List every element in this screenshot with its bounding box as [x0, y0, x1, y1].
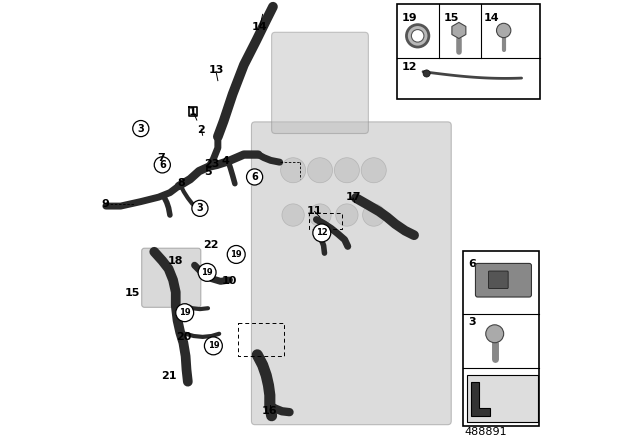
Text: 21: 21: [161, 371, 177, 381]
FancyBboxPatch shape: [467, 375, 538, 422]
Text: 17: 17: [346, 192, 361, 202]
Text: 488891: 488891: [465, 427, 507, 437]
Text: 13: 13: [209, 65, 224, 75]
Text: 11: 11: [307, 206, 323, 215]
Circle shape: [361, 158, 387, 183]
Text: 23: 23: [204, 159, 220, 169]
Circle shape: [192, 200, 208, 216]
Text: 3: 3: [138, 124, 144, 134]
Circle shape: [246, 169, 262, 185]
FancyBboxPatch shape: [271, 32, 369, 134]
Circle shape: [412, 30, 424, 42]
Circle shape: [132, 121, 149, 137]
Circle shape: [204, 337, 222, 355]
Text: 22: 22: [204, 240, 219, 250]
Text: 12: 12: [316, 228, 328, 237]
Text: 3: 3: [468, 317, 476, 327]
Text: 14: 14: [252, 22, 268, 32]
Text: 10: 10: [221, 276, 237, 286]
Text: 7: 7: [157, 153, 165, 163]
Polygon shape: [472, 382, 490, 416]
FancyBboxPatch shape: [141, 248, 201, 307]
Circle shape: [307, 158, 333, 183]
Text: 20: 20: [175, 332, 191, 342]
Circle shape: [486, 325, 504, 343]
Circle shape: [336, 204, 358, 226]
Text: 15: 15: [125, 289, 140, 298]
Text: 6: 6: [468, 259, 477, 269]
Circle shape: [309, 204, 332, 226]
Text: 5: 5: [204, 168, 212, 177]
Text: 2: 2: [197, 125, 205, 135]
Circle shape: [176, 304, 194, 322]
Text: 19: 19: [202, 268, 213, 277]
Text: 19: 19: [207, 341, 219, 350]
Text: 8: 8: [177, 178, 185, 188]
Text: 16: 16: [262, 406, 278, 416]
Circle shape: [227, 246, 245, 263]
Text: 19: 19: [401, 13, 417, 22]
FancyBboxPatch shape: [252, 122, 451, 425]
Circle shape: [334, 158, 360, 183]
FancyBboxPatch shape: [476, 263, 531, 297]
Bar: [463, 251, 539, 426]
Text: 12: 12: [401, 62, 417, 72]
Text: 1: 1: [188, 107, 196, 117]
Text: 19: 19: [179, 308, 191, 317]
Text: 6: 6: [252, 172, 258, 182]
Circle shape: [282, 204, 305, 226]
Circle shape: [280, 158, 306, 183]
Text: 18: 18: [168, 256, 183, 266]
Circle shape: [497, 23, 511, 38]
Circle shape: [362, 204, 385, 226]
Circle shape: [154, 157, 170, 173]
Circle shape: [313, 224, 331, 242]
Circle shape: [406, 25, 429, 47]
Text: 19: 19: [230, 250, 242, 259]
Bar: [397, 4, 540, 99]
Text: 15: 15: [443, 13, 459, 22]
Text: 14: 14: [484, 13, 500, 22]
Circle shape: [423, 70, 430, 77]
FancyBboxPatch shape: [488, 271, 508, 289]
Text: 6: 6: [159, 160, 166, 170]
Text: 3: 3: [196, 203, 204, 213]
Text: 4: 4: [222, 156, 230, 166]
Circle shape: [198, 263, 216, 281]
Text: 9: 9: [101, 199, 109, 209]
